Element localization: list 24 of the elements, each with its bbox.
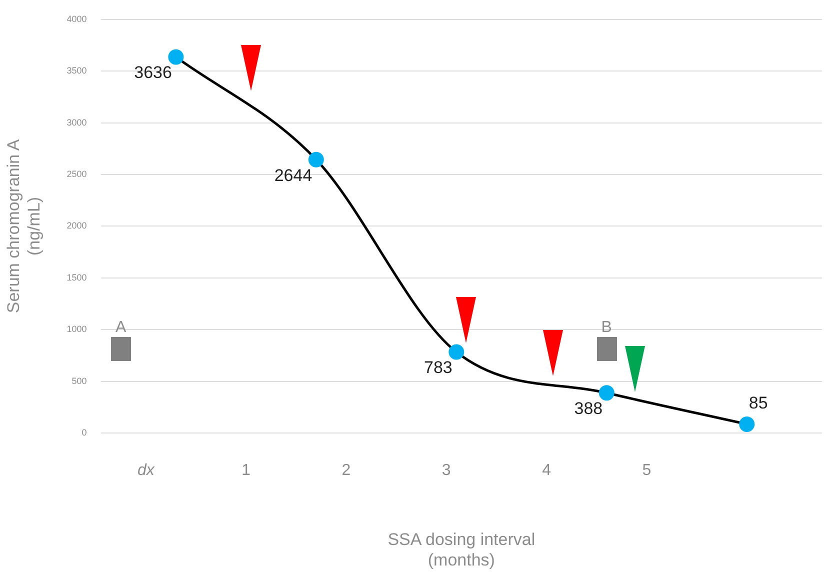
- y-tick-label: 0: [82, 427, 87, 438]
- x-tick-label: dx: [137, 462, 156, 480]
- y-tick-label: 500: [72, 376, 87, 386]
- annotation: B: [600, 318, 613, 337]
- y-tick-label: 4000: [66, 14, 87, 24]
- x-tick-label: 3: [442, 462, 451, 480]
- data-label: 85: [748, 393, 768, 412]
- y-tick-label: 3000: [66, 117, 87, 128]
- y-tick-label: 1000: [66, 324, 87, 334]
- x-tick-label: 5: [642, 462, 652, 480]
- x-tick-label: 2: [342, 462, 351, 480]
- annotation: A: [114, 318, 128, 337]
- data-label: 783: [424, 358, 452, 378]
- y-tick-label: 1500: [66, 272, 87, 282]
- y-tick-label: 2000: [66, 220, 87, 231]
- x-tick-label: 1: [242, 462, 251, 480]
- x-tick-label: 4: [542, 462, 552, 480]
- y-tick-label: 2500: [66, 168, 87, 179]
- y-tick-label: 3500: [66, 66, 87, 76]
- data-label: 388: [574, 399, 603, 418]
- y-axis-title: Serum chromogranin A (ng/mL): [4, 138, 44, 314]
- data-label: 2644: [274, 166, 312, 185]
- x-axis-title: SSA dosing interval (months): [388, 530, 536, 570]
- data-label: 3636: [134, 63, 172, 82]
